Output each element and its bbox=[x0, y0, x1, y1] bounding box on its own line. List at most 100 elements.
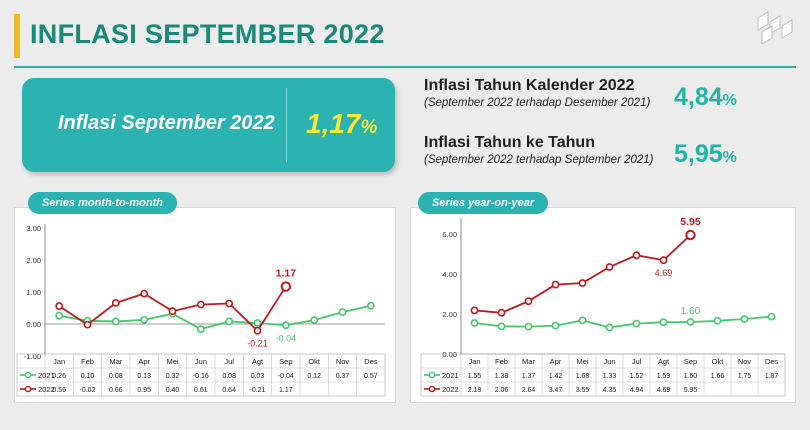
data-point-2021 bbox=[225, 317, 234, 326]
mtm-chart: 3.00 2.00 1.00 0.00 -1.00 Jan Feb Mar Apr Mei Jun J… bbox=[16, 224, 386, 397]
legend-marker-2021 bbox=[428, 371, 436, 379]
legend-marker-2022 bbox=[428, 385, 436, 393]
table-cell-value: 1.38 bbox=[495, 373, 509, 380]
table-cell-value: 0.26 bbox=[52, 373, 66, 380]
monthly-inflation-label: Inflasi September 2022 bbox=[58, 112, 275, 134]
data-annotation: 4.69 bbox=[655, 268, 673, 278]
legend-marker-2021 bbox=[24, 371, 32, 379]
y-tick-label: 2.00 bbox=[442, 310, 457, 319]
legend-marker-2022 bbox=[24, 385, 32, 393]
table-cell-value: 0.32 bbox=[166, 373, 180, 380]
monthly-inflation-value: 1,17% bbox=[306, 108, 377, 140]
table-cell-value: 5.95 bbox=[684, 387, 698, 394]
data-point-2022 bbox=[524, 297, 533, 306]
x-tick-label: Sep bbox=[279, 357, 292, 366]
y-tick-label: 2.00 bbox=[26, 256, 41, 265]
x-tick-label: Jun bbox=[195, 357, 207, 366]
data-point-2022 bbox=[225, 299, 234, 308]
table-cell-value: 2.06 bbox=[495, 387, 509, 394]
data-point-2022 bbox=[111, 298, 120, 307]
x-tick-label: Des bbox=[364, 357, 378, 366]
calendar-year-subtitle: (September 2022 terhadap Desember 2021) bbox=[424, 97, 651, 109]
data-point-2021 bbox=[310, 316, 319, 325]
data-point-2021 bbox=[111, 317, 120, 326]
monthly-inflation-card: Inflasi September 2022 1,17% bbox=[22, 78, 395, 172]
table-cell-value: 1.55 bbox=[468, 373, 482, 380]
y-tick-label: 1.00 bbox=[26, 288, 41, 297]
yoy-chart: 6.00 4.00 2.00 0.00 Jan Feb Mar Apr Mei Jun Jul Agt… bbox=[420, 216, 786, 397]
y-tick-label: 0.00 bbox=[26, 320, 41, 329]
x-tick-label: Agt bbox=[252, 357, 264, 366]
x-tick-label: Mar bbox=[522, 357, 535, 366]
data-point-2021 bbox=[767, 312, 776, 321]
table-cell-value: 1.66 bbox=[711, 373, 725, 380]
calendar-year-unit: % bbox=[722, 92, 737, 109]
mtm-chart-title: Series month-to-month bbox=[28, 192, 177, 214]
legend-label-2021: 2021 bbox=[442, 371, 459, 380]
table-cell-value: 3.47 bbox=[549, 387, 563, 394]
series-line-2021 bbox=[474, 315, 772, 329]
table-cell-value: -0.04 bbox=[278, 373, 294, 380]
y-tick-label: -1.00 bbox=[24, 352, 41, 361]
calendar-year-number: 4,84 bbox=[674, 83, 723, 111]
table-cell-value: 0.57 bbox=[364, 373, 378, 380]
x-tick-label: Jan bbox=[53, 357, 65, 366]
data-point-2021 bbox=[632, 319, 641, 328]
calendar-year-title: Inflasi Tahun Kalender 2022 bbox=[424, 77, 635, 94]
data-point-2022 bbox=[605, 263, 614, 271]
data-annotation: -0.21 bbox=[247, 339, 268, 349]
table-cell-value: 2.18 bbox=[468, 387, 482, 394]
x-tick-label: Jul bbox=[224, 357, 234, 366]
x-tick-label: Agt bbox=[658, 357, 670, 366]
table-cell-value: 4.94 bbox=[630, 387, 644, 394]
data-point-2022 bbox=[140, 289, 149, 298]
page-title: INFLASI SEPTEMBER 2022 bbox=[30, 19, 385, 49]
table-cell-value: 0.03 bbox=[251, 373, 265, 380]
data-point-2022 bbox=[685, 229, 696, 241]
data-point-2021 bbox=[740, 315, 749, 323]
x-tick-label: Mei bbox=[166, 357, 178, 366]
table-cell-value: 1.60 bbox=[684, 373, 698, 380]
data-point-2021 bbox=[338, 308, 347, 317]
x-tick-label: Sep bbox=[684, 357, 697, 366]
table-cell-value: 0.13 bbox=[137, 373, 151, 380]
calendar-year-value: 4,84% bbox=[674, 83, 737, 112]
table-cell-value: 1.42 bbox=[549, 373, 563, 380]
x-tick-label: Apr bbox=[138, 357, 150, 366]
x-tick-label: Des bbox=[765, 357, 779, 366]
legend-label-2022: 2022 bbox=[442, 385, 459, 394]
table-cell-value: 0.56 bbox=[52, 387, 66, 394]
x-tick-label: Feb bbox=[495, 357, 508, 366]
table-cell-value: 0.08 bbox=[222, 373, 236, 380]
table-cell-value: 1.75 bbox=[738, 373, 752, 380]
title-accent-bar bbox=[14, 14, 20, 58]
data-point-2022 bbox=[632, 251, 641, 260]
x-tick-label: Nov bbox=[738, 357, 752, 366]
bps-logo bbox=[757, 11, 793, 44]
data-point-2021 bbox=[605, 323, 614, 332]
card-divider bbox=[286, 88, 287, 162]
x-tick-label: Jan bbox=[468, 357, 480, 366]
y-tick-label: 4.00 bbox=[442, 270, 457, 279]
yoy-subtitle: (September 2022 terhadap September 2021) bbox=[424, 154, 654, 166]
data-point-2022 bbox=[497, 308, 506, 317]
data-annotation: 5.95 bbox=[680, 216, 701, 228]
y-tick-label: 6.00 bbox=[442, 230, 457, 239]
data-point-2021 bbox=[253, 319, 262, 327]
mtm-chart-card: 3.00 2.00 1.00 0.00 -1.00 Jan Feb Mar Apr Mei Jun J… bbox=[14, 207, 396, 403]
data-point-2021 bbox=[713, 316, 722, 325]
series-line-2021 bbox=[59, 304, 372, 331]
x-tick-label: Feb bbox=[81, 357, 94, 366]
x-tick-label: Jul bbox=[632, 357, 642, 366]
data-annotation: 1.17 bbox=[276, 268, 297, 280]
data-point-2021 bbox=[524, 322, 533, 331]
data-point-2022 bbox=[253, 326, 262, 335]
table-cell-value: 1.17 bbox=[279, 387, 293, 394]
x-tick-label: Mei bbox=[576, 357, 588, 366]
table-cell-value: 0.66 bbox=[109, 387, 123, 394]
data-point-2021 bbox=[551, 321, 560, 330]
y-tick-label: 3.00 bbox=[26, 224, 41, 233]
table-cell-value: 1.68 bbox=[576, 373, 590, 380]
data-point-2022 bbox=[551, 280, 560, 289]
data-point-2021 bbox=[55, 311, 64, 320]
